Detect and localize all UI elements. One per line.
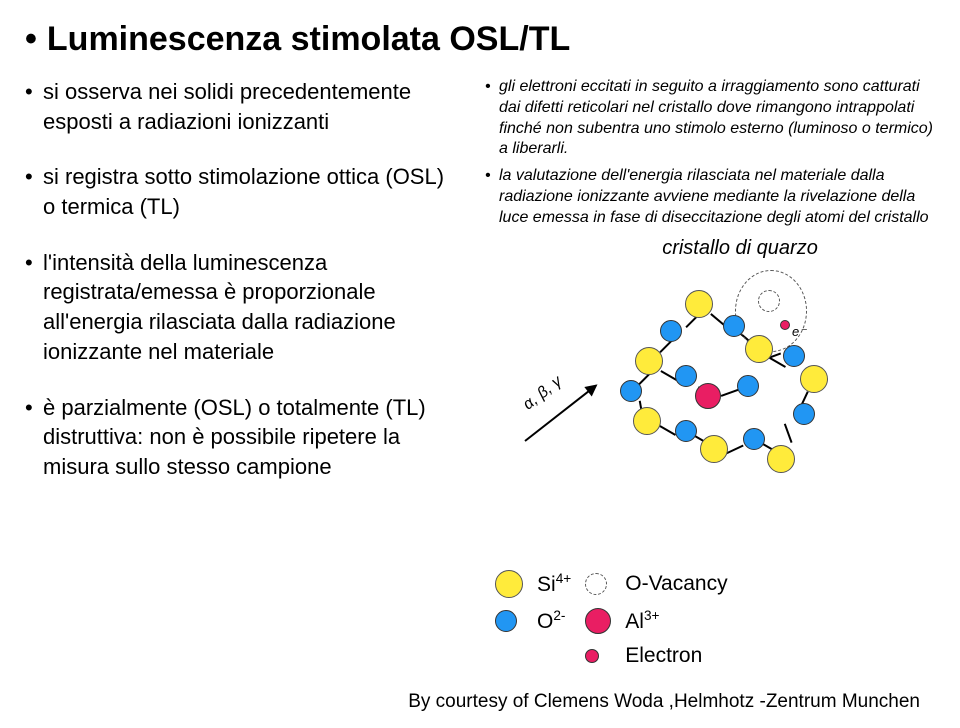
si-atom xyxy=(700,435,728,463)
electron xyxy=(780,320,790,330)
si-atom xyxy=(767,445,795,473)
o-atom xyxy=(620,380,642,402)
right-bullet-1: la valutazione dell'energia rilasciata n… xyxy=(485,166,935,228)
legend-vac-label: O-Vacancy xyxy=(625,572,727,596)
content-columns: si osserva nei solidi precedentemente es… xyxy=(25,77,935,545)
legend-electron-swatch xyxy=(585,649,599,663)
o-atom xyxy=(675,365,697,387)
si-atom xyxy=(800,365,828,393)
right-column: gli elettroni eccitati in seguito a irra… xyxy=(485,77,935,545)
bond xyxy=(660,425,676,435)
left-bullets: si osserva nei solidi precedentemente es… xyxy=(25,77,455,482)
o-vacancy xyxy=(758,290,780,312)
legend-si-swatch xyxy=(495,570,523,598)
o-atom xyxy=(675,420,697,442)
right-bullets: gli elettroni eccitati in seguito a irra… xyxy=(485,77,935,229)
o-atom xyxy=(743,428,765,450)
legend-al-label: Al3+ xyxy=(625,608,727,634)
crystal-diagram: α, β, γ e⁻ xyxy=(485,265,905,545)
si-atom xyxy=(633,407,661,435)
si-atom xyxy=(685,290,713,318)
legend-si-label: Si4+ xyxy=(537,571,571,597)
left-bullet-2: l'intensità della luminescenza registrat… xyxy=(25,248,455,367)
legend-o-label: O2- xyxy=(537,608,571,634)
left-bullet-3: è parzialmente (OSL) o totalmente (TL) d… xyxy=(25,393,455,482)
legend-al-swatch xyxy=(585,608,611,634)
title-bullet: • xyxy=(25,20,37,58)
bond xyxy=(784,423,792,442)
legend-vac-swatch xyxy=(585,573,607,595)
radiation-arrow-label: α, β, γ xyxy=(520,372,566,413)
o-atom xyxy=(793,403,815,425)
left-column: si osserva nei solidi precedentemente es… xyxy=(25,77,455,545)
o-atom xyxy=(783,345,805,367)
si-atom xyxy=(745,335,773,363)
electron-label: e⁻ xyxy=(792,324,806,340)
crystal-label: cristallo di quarzo xyxy=(545,237,935,260)
o-atom xyxy=(737,375,759,397)
legend: Si4+ O-Vacancy O2- Al3+ Electron xyxy=(495,570,728,668)
courtesy-text: By courtesy of Clemens Woda ,Helmhotz -Z… xyxy=(408,691,920,713)
al-atom xyxy=(695,383,721,409)
legend-o-swatch xyxy=(495,610,517,632)
o-atom xyxy=(723,315,745,337)
left-bullet-0: si osserva nei solidi precedentemente es… xyxy=(25,77,455,136)
legend-electron-label: Electron xyxy=(625,644,727,668)
si-atom xyxy=(635,347,663,375)
o-atom xyxy=(660,320,682,342)
right-bullet-0: gli elettroni eccitati in seguito a irra… xyxy=(485,77,935,160)
page-title: • Luminescenza stimolata OSL/TL xyxy=(25,20,935,59)
left-bullet-1: si registra sotto stimolazione ottica (O… xyxy=(25,162,455,221)
title-text: Luminescenza stimolata OSL/TL xyxy=(47,20,570,58)
